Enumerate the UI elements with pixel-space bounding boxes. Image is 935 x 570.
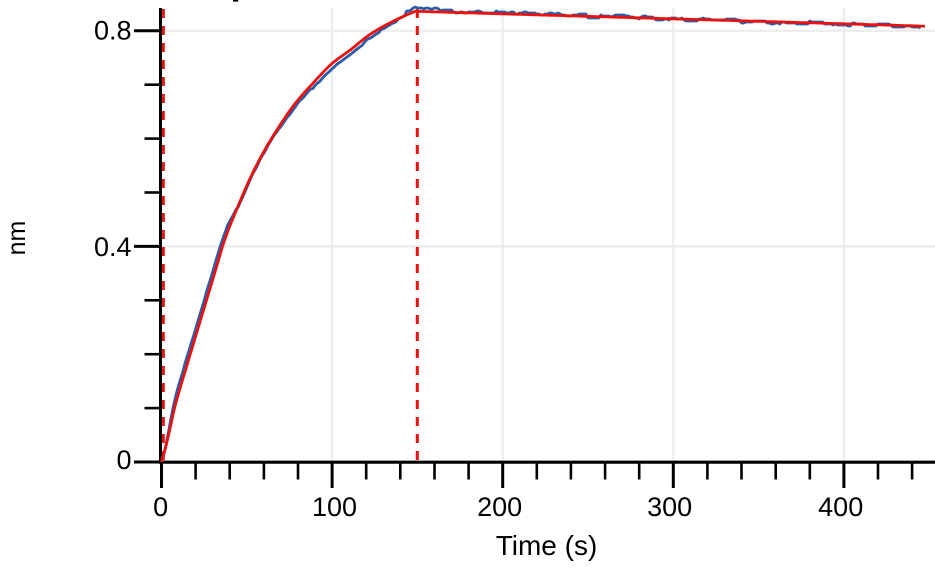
svg-text:0: 0 <box>116 445 131 475</box>
svg-text:0.8: 0.8 <box>94 15 132 45</box>
svg-text:400: 400 <box>818 492 863 522</box>
svg-text:nm: nm <box>3 221 31 256</box>
svg-text:Time (s): Time (s) <box>496 530 598 561</box>
svg-text:300: 300 <box>647 492 692 522</box>
svg-text:0: 0 <box>153 492 168 522</box>
svg-text:200: 200 <box>477 492 522 522</box>
svg-text:100: 100 <box>312 492 357 522</box>
svg-text:0.4: 0.4 <box>94 232 132 262</box>
